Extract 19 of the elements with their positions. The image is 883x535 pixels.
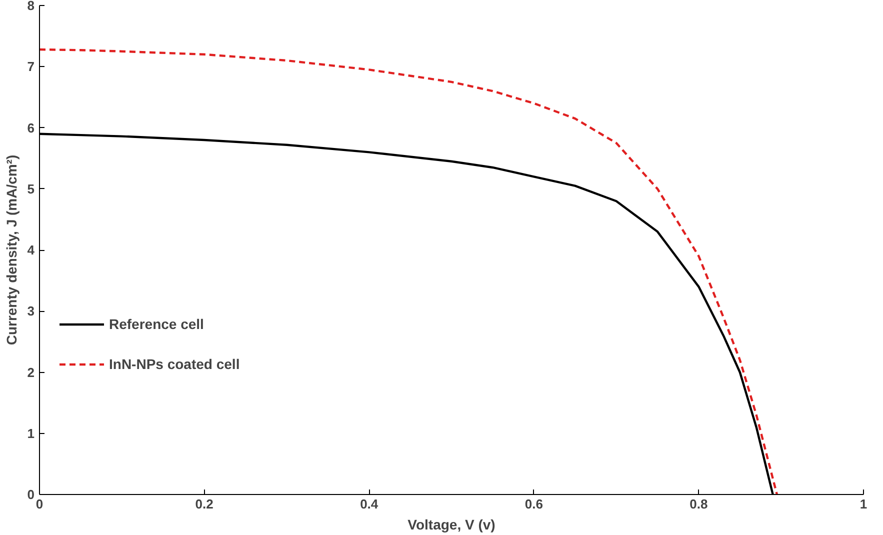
x-tick-label: 1 <box>860 496 868 512</box>
x-tick-label: 0.8 <box>690 496 708 512</box>
y-tick-label: 8 <box>27 0 35 13</box>
y-axis-title: Currenty density, J (mA/cm²) <box>3 154 20 346</box>
line-series <box>40 48 778 494</box>
legend-label: Reference cell <box>109 316 204 332</box>
y-tick-label: 3 <box>27 304 35 319</box>
y-tick-label: 2 <box>27 364 35 380</box>
y-tick-label: 0 <box>27 487 35 502</box>
y-tick-label: 7 <box>27 59 35 74</box>
x-axis-title: Voltage, V (v) <box>408 516 496 532</box>
x-tick-label: 0.2 <box>195 496 214 512</box>
y-tick-label: 6 <box>27 120 35 136</box>
x-tick-label: 0.4 <box>360 496 379 512</box>
y-tick-label: 1 <box>27 426 35 441</box>
legend-label: InN-NPs coated cell <box>109 356 240 372</box>
y-tick-label: 4 <box>27 242 36 258</box>
y-tick-label: 5 <box>27 181 35 196</box>
x-tick-label: 0.6 <box>524 496 543 512</box>
